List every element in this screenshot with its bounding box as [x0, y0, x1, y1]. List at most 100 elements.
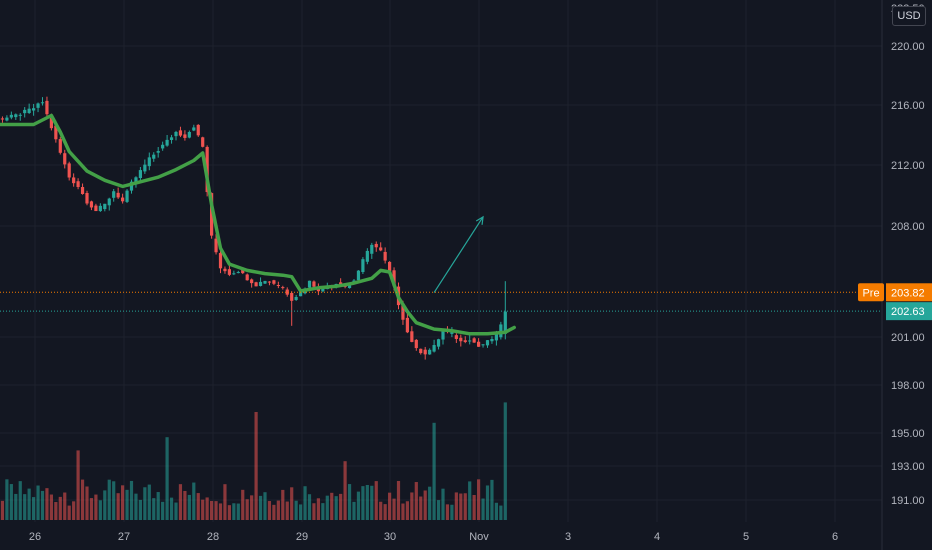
candle-body [174, 131, 178, 137]
volume-bar [187, 494, 191, 520]
candle-body [112, 191, 116, 198]
volume-bar [156, 492, 160, 520]
volume-bar [76, 450, 80, 520]
candle-body [9, 114, 13, 118]
volume-bar [40, 490, 45, 520]
candle-body [23, 109, 27, 114]
candle-body [103, 203, 107, 210]
price-tick-label: 220.00 [891, 41, 925, 53]
volume-bar [138, 499, 142, 520]
volume-bar [134, 493, 138, 520]
candle-body [214, 238, 218, 253]
candle-body [54, 125, 58, 140]
candle-body [267, 281, 272, 283]
candle-body [401, 305, 405, 320]
candle-body [365, 250, 369, 262]
candle-body [392, 270, 396, 287]
candle-body [441, 330, 445, 340]
candle-body [383, 251, 387, 261]
volume-bar [174, 502, 178, 520]
volume-bar [272, 504, 276, 520]
candle-body [218, 252, 223, 269]
candle-body [419, 348, 423, 354]
volume-bar [485, 485, 490, 520]
currency-button[interactable]: USD [892, 6, 926, 26]
volume-bar [334, 496, 338, 520]
volume-bar [339, 493, 343, 520]
pre-tag-label: Pre [862, 287, 879, 299]
candle-body [40, 102, 45, 104]
candle-body [232, 273, 236, 275]
volume-bar [356, 491, 361, 520]
price-tick-label: 216.00 [891, 100, 925, 112]
volume-bar [392, 498, 396, 520]
price-tags: Pre 203.82 202.63 [858, 283, 932, 321]
volume-bar [36, 485, 40, 520]
volume-bar [258, 495, 263, 520]
candle-body [0, 118, 5, 120]
volume-bar [468, 481, 472, 520]
price-axis[interactable]: 223.50191.00193.00195.00198.00201.00208.… [891, 3, 925, 507]
candlesticks [0, 96, 507, 360]
volume-bar [161, 501, 165, 520]
volume-bar [441, 488, 445, 520]
candle-body [121, 197, 125, 202]
volume-bar [276, 500, 280, 520]
pre-price-tag-bg [886, 283, 932, 302]
volume-bar [143, 487, 147, 520]
volume-bar [281, 489, 285, 520]
candle-body [138, 170, 142, 179]
candle-body [85, 192, 89, 204]
grid-lines [0, 0, 883, 550]
candle-body [129, 181, 134, 191]
candle-body [227, 269, 231, 275]
arrow-head [475, 215, 484, 225]
candle-body [307, 280, 312, 288]
candle-body [299, 292, 303, 297]
volume-bar [299, 504, 303, 520]
moving-average-line [0, 113, 516, 336]
candle-body [178, 130, 183, 136]
time-tick-label: 4 [654, 531, 660, 543]
candle-body [201, 137, 205, 147]
volume-bar [54, 502, 58, 520]
volume-bar [232, 503, 236, 520]
volume-bar [312, 503, 316, 520]
volume-bar [325, 495, 329, 520]
volume-bar [472, 494, 476, 520]
candle-body [272, 280, 276, 284]
candle-body [58, 139, 62, 153]
candle-body [361, 259, 365, 273]
candle-body [98, 205, 102, 212]
volume-bar [9, 484, 13, 520]
candle-body [187, 131, 191, 138]
candle-body [192, 127, 196, 131]
time-axis[interactable]: 26 27 28 29 30 Nov 3 4 5 6 [29, 531, 838, 543]
candle-body [152, 154, 156, 159]
volume-bar [379, 501, 383, 520]
candle-body [89, 201, 94, 208]
volume-bar [436, 500, 441, 520]
volume-bar [5, 479, 9, 520]
volume-bar [410, 492, 414, 520]
volume-bar [445, 504, 450, 520]
volume-bar [343, 461, 347, 520]
volume-bar [414, 482, 418, 520]
volume-bar [428, 486, 432, 520]
volume-bar [63, 492, 67, 520]
candle-body [125, 190, 129, 202]
volume-bar [245, 499, 249, 520]
candle-body [107, 198, 111, 206]
candle-body [143, 164, 147, 172]
volume-bar [303, 486, 307, 520]
candle-body [463, 340, 467, 343]
volume-bar [227, 505, 231, 520]
candle-body [27, 108, 31, 114]
candle-body [459, 337, 463, 342]
candle-body [161, 144, 165, 149]
volume-bar [183, 490, 187, 520]
volume-bar [58, 496, 62, 520]
volume-bar [250, 495, 254, 520]
candle-body [410, 331, 414, 342]
